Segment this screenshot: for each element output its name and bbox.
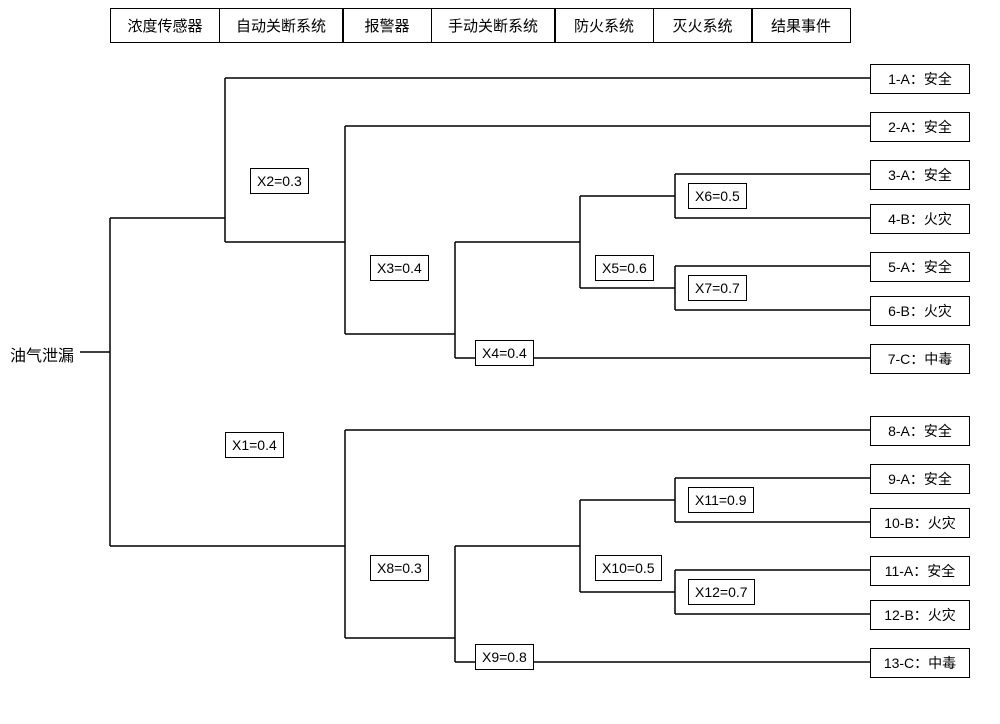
outcome-10: 10-B：火灾 — [870, 508, 970, 538]
header-col-3: 报警器 — [342, 8, 432, 43]
outcome-1: 1-A：安全 — [870, 64, 970, 94]
outcome-7: 7-C：中毒 — [870, 344, 970, 374]
outcome-2: 2-A：安全 — [870, 112, 970, 142]
event-tree-canvas: 浓度传感器 自动关断系统 报警器 手动关断系统 防火系统 灭火系统 结果事件 油… — [0, 0, 1000, 724]
outcome-5: 5-A：安全 — [870, 252, 970, 282]
prob-x7: X7=0.7 — [688, 275, 747, 301]
prob-x4: X4=0.4 — [475, 340, 534, 366]
header-col-5: 防火系统 — [554, 8, 654, 43]
prob-x1: X1=0.4 — [225, 432, 284, 458]
outcome-4: 4-B：火灾 — [870, 204, 970, 234]
prob-x8: X8=0.3 — [370, 555, 429, 581]
prob-x11: X11=0.9 — [688, 487, 754, 513]
header-col-6: 灭火系统 — [653, 8, 753, 43]
outcome-3: 3-A：安全 — [870, 160, 970, 190]
prob-x5: X5=0.6 — [595, 255, 654, 281]
prob-x9: X9=0.8 — [475, 644, 534, 670]
header-row: 浓度传感器 自动关断系统 报警器 手动关断系统 防火系统 灭火系统 结果事件 — [110, 8, 851, 43]
prob-x6: X6=0.5 — [688, 183, 747, 209]
outcome-9: 9-A：安全 — [870, 464, 970, 494]
prob-x3: X3=0.4 — [370, 255, 429, 281]
root-label: 油气泄漏 — [10, 342, 74, 366]
header-col-1: 浓度传感器 — [110, 8, 220, 43]
outcome-13: 13-C：中毒 — [870, 648, 970, 678]
header-col-7: 结果事件 — [751, 8, 851, 43]
header-col-4: 手动关断系统 — [431, 8, 556, 43]
outcome-11: 11-A：安全 — [870, 556, 970, 586]
outcome-12: 12-B：火灾 — [870, 600, 970, 630]
outcome-6: 6-B：火灾 — [870, 296, 970, 326]
prob-x12: X12=0.7 — [688, 579, 755, 605]
outcome-8: 8-A：安全 — [870, 416, 970, 446]
prob-x2: X2=0.3 — [250, 168, 309, 194]
prob-x10: X10=0.5 — [595, 555, 662, 581]
header-col-2: 自动关断系统 — [219, 8, 344, 43]
